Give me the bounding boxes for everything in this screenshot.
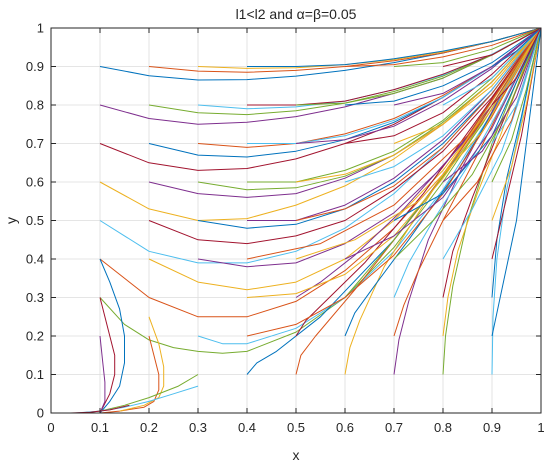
x-tick-label: 0 bbox=[47, 420, 54, 435]
x-tick-label: 0.2 bbox=[140, 420, 158, 435]
series-line bbox=[295, 27, 542, 375]
series-line bbox=[119, 316, 165, 412]
y-tick-label: 0.6 bbox=[26, 175, 44, 190]
series-line bbox=[295, 27, 542, 260]
y-tick-label: 0.9 bbox=[26, 59, 44, 74]
series-line bbox=[393, 27, 542, 298]
series-line bbox=[344, 27, 542, 183]
series-line bbox=[393, 27, 542, 106]
series-line bbox=[148, 27, 542, 245]
y-tick-label: 1 bbox=[37, 21, 44, 36]
y-tick-label: 0.8 bbox=[26, 98, 44, 113]
series-line bbox=[442, 27, 542, 260]
x-tick-label: 0.4 bbox=[238, 420, 256, 435]
series-line bbox=[491, 27, 542, 337]
series-line bbox=[99, 258, 125, 414]
series-line bbox=[295, 27, 542, 337]
series-line bbox=[344, 27, 542, 144]
y-tick-label: 0.3 bbox=[26, 290, 44, 305]
x-tick-label: 0.6 bbox=[336, 420, 354, 435]
series-line bbox=[246, 27, 542, 260]
y-tick-label: 0.5 bbox=[26, 213, 44, 228]
series-line bbox=[442, 27, 542, 183]
series-line bbox=[442, 27, 542, 106]
series-line bbox=[344, 27, 542, 260]
series-line bbox=[491, 27, 542, 144]
x-tick-label: 0.9 bbox=[483, 420, 501, 435]
series-line bbox=[295, 27, 542, 183]
series-line bbox=[99, 27, 542, 318]
series-line bbox=[393, 27, 542, 260]
x-tick-label: 0.5 bbox=[287, 420, 305, 435]
y-tick-label: 0.1 bbox=[26, 367, 44, 382]
ticks: 0 0.1 0.2 0.3 0.4 0.5 0.6 0.7 0.8 0.9 1 0 0.1 0.2 0.3 0… bbox=[26, 21, 545, 436]
series-line bbox=[197, 27, 542, 268]
series-line bbox=[247, 27, 542, 67]
series-line bbox=[99, 335, 106, 414]
series-line bbox=[491, 27, 542, 221]
series-line bbox=[344, 27, 542, 375]
x-tick-label: 0.7 bbox=[385, 420, 403, 435]
series-line bbox=[344, 27, 542, 106]
x-tick-label: 0.3 bbox=[189, 420, 207, 435]
x-tick-label: 0.1 bbox=[91, 420, 109, 435]
x-tick-label: 0.8 bbox=[434, 420, 452, 435]
x-tick-label: 1 bbox=[537, 420, 544, 435]
series-line bbox=[393, 27, 542, 144]
chart-title: l1<l2 and α=β=0.05 bbox=[236, 6, 357, 22]
y-tick-label: 0.2 bbox=[26, 329, 44, 344]
series-line bbox=[442, 27, 542, 337]
x-axis-label: x bbox=[293, 447, 300, 463]
series-line bbox=[393, 27, 542, 221]
series-line bbox=[491, 27, 542, 183]
series-line bbox=[491, 27, 542, 106]
series-lines bbox=[70, 27, 542, 414]
series-line bbox=[491, 27, 542, 67]
series-line bbox=[442, 27, 542, 67]
y-axis-label: y bbox=[3, 217, 19, 224]
series-line bbox=[99, 297, 116, 414]
y-tick-label: 0 bbox=[37, 406, 44, 421]
series-line bbox=[442, 27, 542, 298]
y-tick-label: 0.4 bbox=[26, 252, 44, 267]
series-line bbox=[246, 27, 542, 337]
series-line bbox=[295, 27, 542, 221]
y-tick-label: 0.7 bbox=[26, 136, 44, 151]
series-line bbox=[344, 27, 542, 67]
series-line bbox=[393, 27, 542, 67]
